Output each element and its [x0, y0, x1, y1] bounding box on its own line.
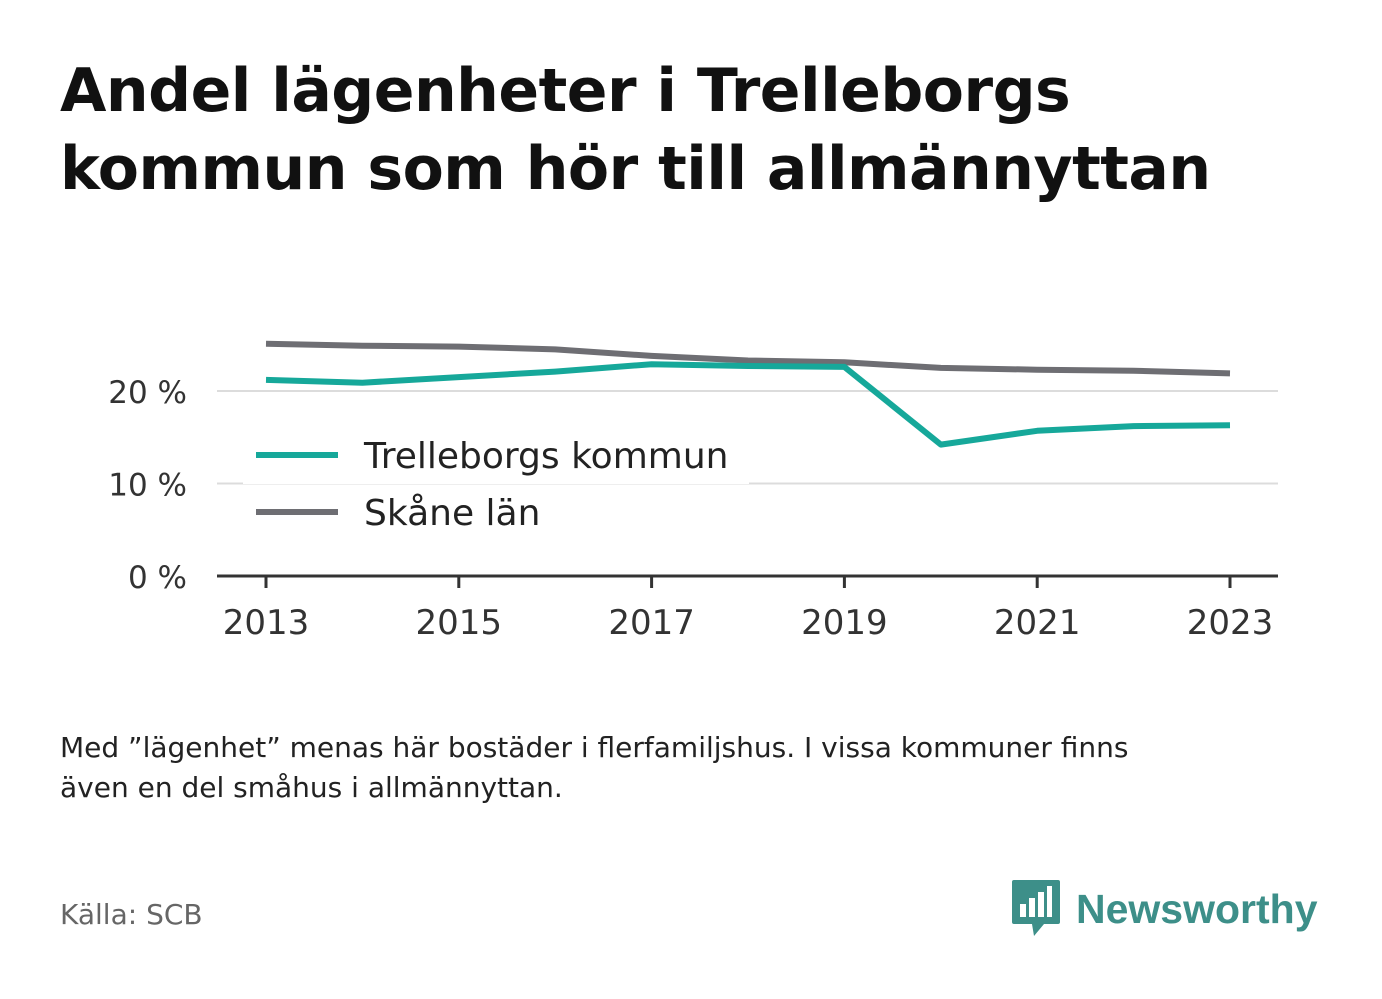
- x-tick-label: 2023: [1187, 603, 1274, 643]
- brand-name: Newsworthy: [1076, 885, 1318, 932]
- x-tick-label: 2021: [994, 603, 1081, 643]
- legend-label: Skåne län: [364, 493, 540, 534]
- series-lines: [265, 340, 1231, 448]
- legend-label: Trelleborgs kommun: [363, 436, 728, 477]
- x-tick-label: 2013: [223, 603, 310, 643]
- source-label: Källa: SCB: [60, 898, 203, 931]
- y-tick-label: 20 %: [108, 375, 187, 411]
- series-line-trelleborgs: [265, 361, 1231, 448]
- y-axis-ticks: 0 % 10 % 20 %: [108, 375, 187, 596]
- x-tick-label: 2015: [416, 603, 503, 643]
- x-tick-label: 2019: [801, 603, 888, 643]
- series-line-skane: [265, 340, 1231, 377]
- x-tick-label: 2017: [608, 603, 695, 643]
- chart-title: Andel lägenheter i Trelleborgs kommun so…: [60, 52, 1340, 208]
- x-axis: 2013 2015 2017 2019 2021 2023: [217, 574, 1278, 643]
- legend: Trelleborgs kommun Skåne län: [243, 428, 749, 534]
- brand-logo: Newsworthy: [1010, 878, 1318, 940]
- y-tick-label: 0 %: [128, 560, 187, 596]
- footnote: Med ”lägenhet” menas här bostäder i fler…: [60, 728, 1300, 808]
- bar-chart-speech-bubble-icon: [1012, 880, 1060, 936]
- y-tick-label: 10 %: [108, 468, 187, 504]
- chart-title-line-1: Andel lägenheter i Trelleborgs: [60, 56, 1071, 126]
- footnote-line-1: Med ”lägenhet” menas här bostäder i fler…: [60, 731, 1129, 764]
- footnote-line-2: även en del småhus i allmännyttan.: [60, 771, 563, 804]
- chart-title-line-2: kommun som hör till allmännyttan: [60, 134, 1211, 204]
